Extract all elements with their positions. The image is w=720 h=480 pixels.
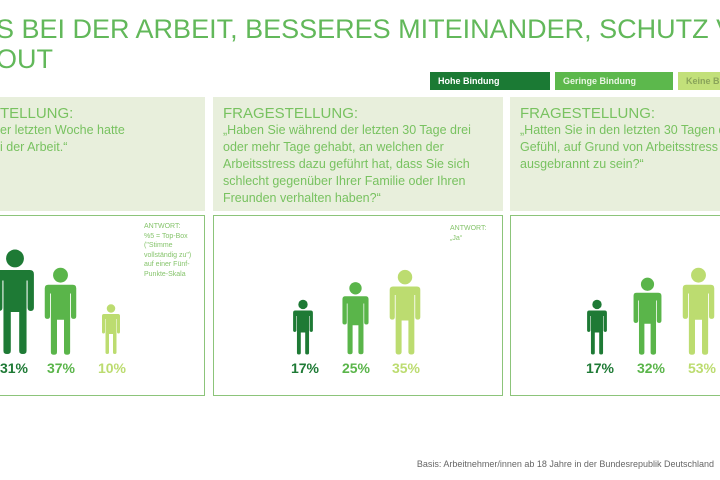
percent-high: 31% (0, 360, 29, 376)
person-icon-low (43, 266, 78, 356)
person-icon-none (388, 268, 422, 356)
percent-low: 32% (636, 360, 666, 376)
answer-note: ANTWORT: „Ja“ (450, 225, 487, 242)
question-heading: TELLUNG: (0, 105, 74, 122)
question-text: „Haben Sie während der letzten 30 Tage d… (223, 123, 471, 205)
answer-box-1 (0, 215, 205, 396)
person-icon-high (292, 299, 314, 355)
question-text: er letzten Woche hatte i der Arbeit.“ (0, 123, 125, 154)
percent-high: 17% (290, 360, 320, 376)
person-icon-high (586, 299, 608, 355)
title-line-2: OUT (0, 44, 53, 74)
title-line-1: S BEI DER ARBEIT, BESSERES MITEINANDER, … (0, 14, 720, 44)
legend-high-engagement: Hohe Bindung (430, 72, 550, 90)
person-icon-none (681, 266, 716, 356)
person-icon-low (341, 281, 370, 355)
legend-low-engagement: Geringe Bindung (555, 72, 673, 90)
page-title: S BEI DER ARBEIT, BESSERES MITEINANDER, … (0, 14, 720, 74)
question-heading: FRAGESTELLUNG: (223, 105, 359, 122)
percent-none: 10% (97, 360, 127, 376)
percent-high: 17% (585, 360, 615, 376)
question-text: „Hatten Sie in den letzten 30 Tagen das … (520, 123, 720, 171)
percent-low: 25% (341, 360, 371, 376)
question-box-1: TELLUNG: er letzten Woche hatte i der Ar… (0, 97, 205, 211)
answer-note: ANTWORT: %5 = Top-Box ("Stimme vollständ… (144, 223, 192, 278)
percent-none: 35% (391, 360, 421, 376)
person-icon-low (632, 276, 663, 356)
question-box-2: FRAGESTELLUNG: „Haben Sie während der le… (213, 97, 503, 211)
person-icon-none (101, 303, 121, 355)
person-icon-high (0, 248, 36, 355)
footer-basis-note: Basis: Arbeitnehmer/innen ab 18 Jahre in… (416, 459, 714, 469)
percent-low: 37% (46, 360, 76, 376)
legend-no-engagement: Keine Bindung (678, 72, 720, 90)
percent-none: 53% (687, 360, 717, 376)
question-heading: FRAGESTELLUNG: (520, 105, 656, 122)
question-box-3: FRAGESTELLUNG: „Hatten Sie in den letzte… (510, 97, 720, 211)
